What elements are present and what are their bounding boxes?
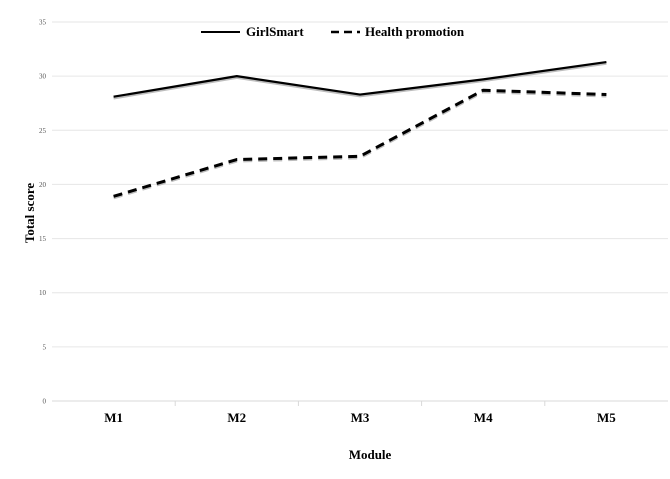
y-tick-label: 5 xyxy=(43,343,47,351)
series-shadow-health-promotion xyxy=(113,90,607,200)
y-axis-title: Total score xyxy=(22,183,37,244)
x-axis-ticks: M1 M2 M3 M4 M5 xyxy=(104,401,616,425)
series-lines xyxy=(113,60,607,200)
y-tick-label: 20 xyxy=(39,181,47,189)
series-shadow-girlsmart xyxy=(113,62,607,100)
y-tick-label: 0 xyxy=(43,398,47,406)
x-tick-label: M3 xyxy=(351,410,370,425)
y-tick-label: 35 xyxy=(39,19,47,27)
x-tick-label: M2 xyxy=(227,410,246,425)
y-tick-label: 30 xyxy=(39,73,47,81)
x-tick-label: M5 xyxy=(597,410,616,425)
y-tick-label: 25 xyxy=(39,127,47,135)
x-tick-label: M1 xyxy=(104,410,123,425)
y-tick-label: 15 xyxy=(39,235,47,243)
series-line-health-promotion xyxy=(113,88,607,198)
x-tick-label: M4 xyxy=(474,410,493,425)
legend: GirlSmart Health promotion xyxy=(201,24,465,39)
y-axis-ticks: 0 5 10 15 20 25 30 35 xyxy=(39,19,47,406)
x-axis-title: Module xyxy=(349,447,392,462)
legend-label-girlsmart: GirlSmart xyxy=(246,24,304,39)
gridlines xyxy=(52,21,668,348)
y-tick-label: 10 xyxy=(39,289,47,297)
legend-label-health-promotion: Health promotion xyxy=(365,24,465,39)
